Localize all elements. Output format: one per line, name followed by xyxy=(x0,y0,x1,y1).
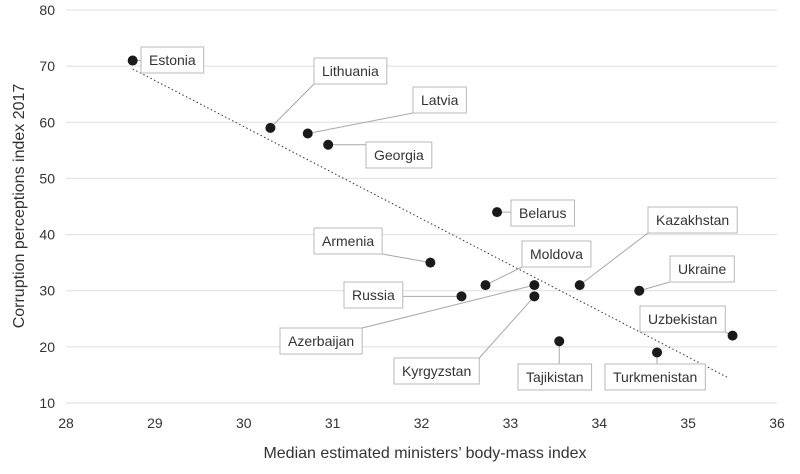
data-point xyxy=(727,330,738,341)
point-label-text: Latvia xyxy=(421,92,459,108)
x-tick-labels: 28 29 30 31 32 33 34 35 36 xyxy=(58,415,785,431)
point-label: Lithuania xyxy=(313,57,388,85)
data-point xyxy=(529,291,540,302)
point-label-text: Georgia xyxy=(374,147,424,163)
data-point xyxy=(425,257,436,268)
point-label-text: Uzbekistan xyxy=(648,311,717,327)
label-leader xyxy=(485,266,523,286)
x-tick-label: 35 xyxy=(680,415,696,431)
point-label-text: Kyrgyzstan xyxy=(402,363,471,379)
x-tick-label: 36 xyxy=(769,415,785,431)
y-tick-label: 30 xyxy=(39,283,55,299)
point-label-box xyxy=(365,141,433,169)
x-tick-label: 34 xyxy=(591,415,607,431)
point-label: Latvia xyxy=(412,86,467,114)
point-label-text: Armenia xyxy=(322,233,374,249)
trend-line xyxy=(132,68,729,379)
point-label-box xyxy=(343,281,404,309)
point-label-box xyxy=(517,363,593,391)
point-label: Belarus xyxy=(510,199,575,227)
point-label-box xyxy=(510,199,575,227)
data-point xyxy=(265,122,276,133)
data-point xyxy=(652,347,663,358)
point-label-text: Turkmenistan xyxy=(613,369,697,385)
y-tick-label: 40 xyxy=(39,227,55,243)
x-tick-label: 28 xyxy=(58,415,74,431)
point-label-box xyxy=(521,240,592,268)
point-label: Tajikistan xyxy=(517,363,593,391)
point-label-text: Azerbaijan xyxy=(288,333,354,349)
y-tick-label: 80 xyxy=(39,2,55,18)
label-leader xyxy=(639,281,671,292)
point-label: Georgia xyxy=(365,141,433,169)
point-label-box xyxy=(140,46,205,74)
x-tick-label: 29 xyxy=(147,415,163,431)
data-point xyxy=(529,280,540,291)
y-tick-label: 70 xyxy=(39,58,55,74)
point-label: Uzbekistan xyxy=(639,305,726,333)
label-leader xyxy=(382,253,431,264)
data-point xyxy=(456,291,467,302)
point-label-box xyxy=(393,357,480,385)
point-label-box xyxy=(313,227,383,255)
point-label-text: Lithuania xyxy=(322,63,379,79)
point-label: Russia xyxy=(343,281,404,309)
point-label-text: Moldova xyxy=(530,246,583,262)
point-label: Kazakhstan xyxy=(647,206,738,234)
data-point xyxy=(634,285,645,296)
y-tick-label: 50 xyxy=(39,170,55,186)
point-label-box xyxy=(412,86,467,114)
y-tick-label: 60 xyxy=(39,114,55,130)
y-tick-labels: 10 20 30 40 50 60 70 80 xyxy=(39,2,55,411)
data-point xyxy=(302,128,313,139)
data-point xyxy=(554,336,565,347)
label-leader xyxy=(478,295,535,359)
point-label: Kyrgyzstan xyxy=(393,357,480,385)
point-label-box xyxy=(279,327,363,355)
point-label-text: Kazakhstan xyxy=(656,212,729,228)
point-label-text: Estonia xyxy=(149,52,196,68)
y-tick-label: 10 xyxy=(39,395,55,411)
point-label-box xyxy=(604,363,706,391)
label-leader xyxy=(270,83,315,129)
point-label-text: Belarus xyxy=(519,205,566,221)
label-leader xyxy=(307,112,414,135)
point-label: Azerbaijan xyxy=(279,327,363,355)
point-label-text: Ukraine xyxy=(678,261,726,277)
x-tick-label: 30 xyxy=(236,415,252,431)
data-point xyxy=(480,280,491,291)
point-label-box xyxy=(669,255,735,283)
x-tick-label: 32 xyxy=(414,415,430,431)
point-label: Moldova xyxy=(521,240,592,268)
data-point xyxy=(574,280,585,291)
point-label: Turkmenistan xyxy=(604,363,706,391)
point-label: Armenia xyxy=(313,227,383,255)
y-tick-label: 20 xyxy=(39,339,55,355)
point-label-box xyxy=(647,206,738,234)
x-axis-title: Median estimated ministers’ body-mass in… xyxy=(263,445,586,462)
point-label-box xyxy=(313,57,388,85)
y-axis-title: Corruption perceptions index 2017 xyxy=(11,84,28,329)
point-label-box xyxy=(639,305,726,333)
point-label: Estonia xyxy=(140,46,205,74)
point-label-text: Tajikistan xyxy=(526,369,584,385)
x-tick-label: 33 xyxy=(503,415,519,431)
point-label: Ukraine xyxy=(669,255,735,283)
data-point xyxy=(323,139,334,150)
point-labels: Estonia Lithuania Latvia Georgia Belarus Arme… xyxy=(140,46,738,391)
label-leader xyxy=(579,232,649,286)
point-label-text: Russia xyxy=(352,287,395,303)
data-point xyxy=(127,55,138,66)
data-point xyxy=(492,207,503,218)
x-tick-label: 31 xyxy=(325,415,341,431)
label-leader xyxy=(362,284,535,329)
data-points xyxy=(127,55,738,358)
